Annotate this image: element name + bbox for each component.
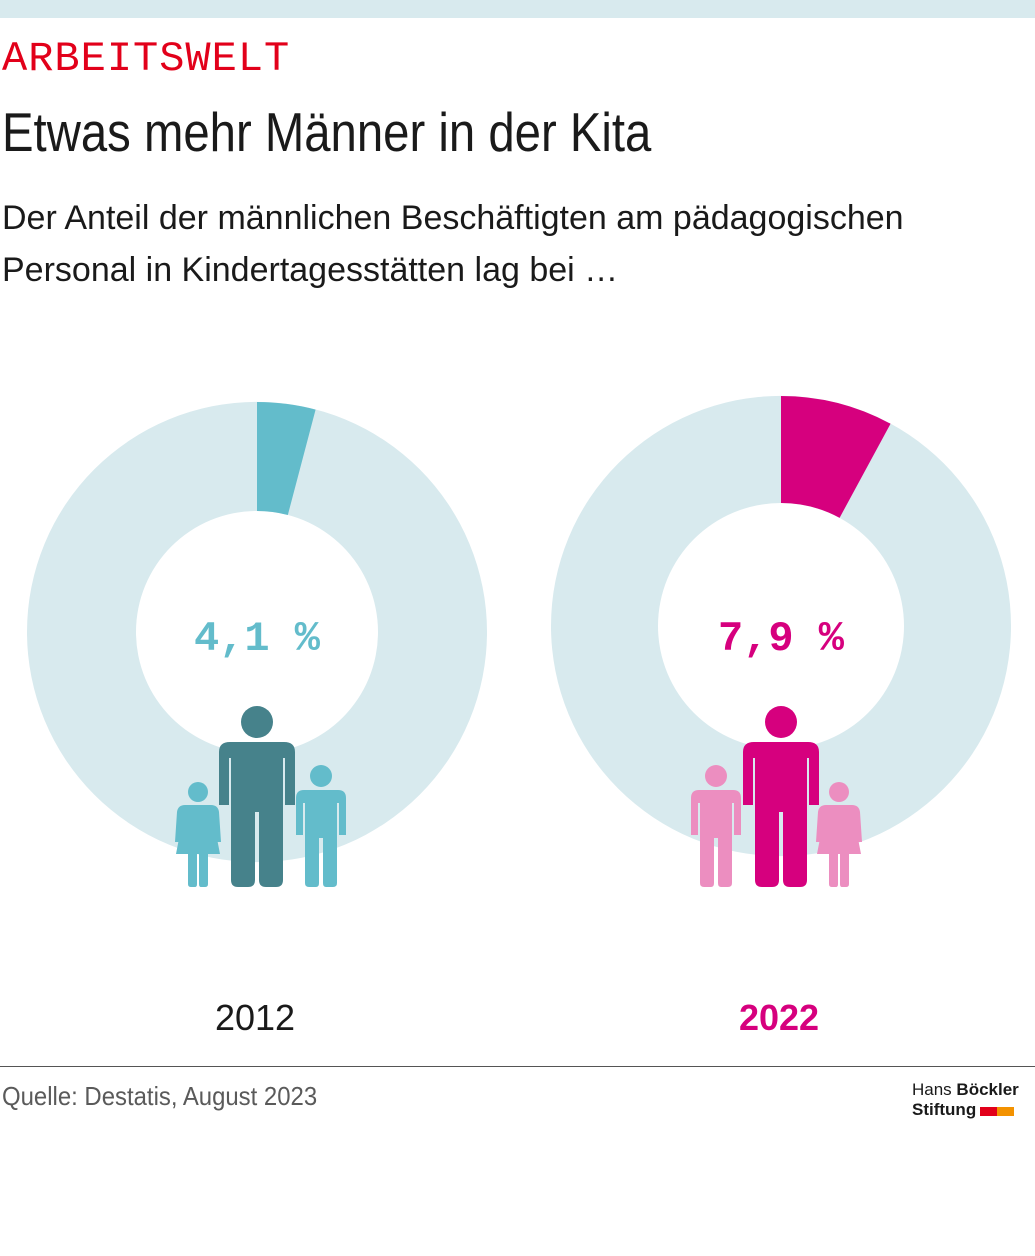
girl-body-icon xyxy=(816,805,862,887)
boy-body-icon xyxy=(691,790,741,887)
value-label: 4,1 % xyxy=(194,615,321,663)
value-label: 7,9 % xyxy=(718,615,845,663)
logo-text-boeckler: Böckler xyxy=(956,1080,1019,1099)
subtitle: Der Anteil der männlichen Beschäftigten … xyxy=(2,199,904,289)
kicker: ARBEITSWELT xyxy=(2,35,291,83)
page-title: Etwas mehr Männer in der Kita xyxy=(2,101,652,163)
girl-body-icon xyxy=(175,805,221,887)
year-label: 2022 xyxy=(739,997,819,1038)
boy-body-icon xyxy=(296,790,346,887)
donut-slice-male-share xyxy=(257,402,316,515)
source-note: Quelle: Destatis, August 2023 xyxy=(2,1081,318,1111)
logo-text-hans: Hans xyxy=(912,1080,952,1099)
adult-head-icon xyxy=(765,706,797,738)
donut-slice-male-share xyxy=(781,396,891,518)
adult-head-icon xyxy=(241,706,273,738)
footer-rule xyxy=(0,1066,1035,1067)
hans-boeckler-logo: Hans Böckler Stiftung xyxy=(912,1080,1034,1122)
adult-body-icon xyxy=(743,742,819,887)
donut-ring-rest xyxy=(550,395,1012,857)
donut-ring-rest xyxy=(26,401,488,863)
boy-head-icon xyxy=(705,765,727,787)
year-label: 2012 xyxy=(215,997,295,1038)
adult-body-icon xyxy=(219,742,295,887)
top-bar xyxy=(0,0,1035,18)
logo-bars-icon xyxy=(980,1101,1015,1121)
donut-2022: 7,9 % 2022 xyxy=(550,395,1012,1038)
donut-charts: 4,1 % 2012 7,9 % 2022 xyxy=(26,395,1012,1038)
donut-2012: 4,1 % 2012 xyxy=(26,401,488,1038)
girl-head-icon xyxy=(829,782,849,802)
logo-text-stiftung: Stiftung xyxy=(912,1100,977,1119)
boy-head-icon xyxy=(310,765,332,787)
girl-head-icon xyxy=(188,782,208,802)
